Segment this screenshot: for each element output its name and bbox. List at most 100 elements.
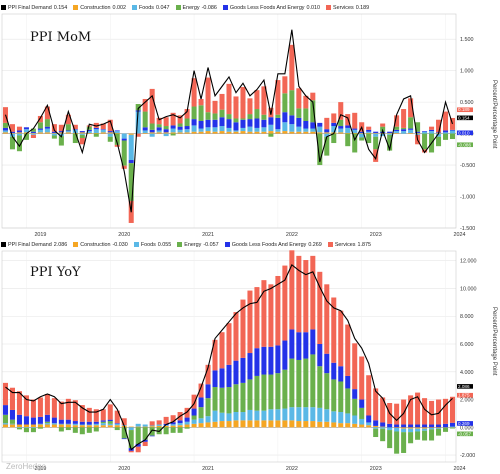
bar-energy — [44, 421, 50, 424]
bar-energy — [233, 118, 239, 123]
bar-goods — [184, 126, 190, 130]
bar-energy — [394, 431, 400, 454]
legend-value: 0.002 — [112, 4, 127, 11]
bar-services — [317, 271, 323, 345]
bar-construction — [303, 421, 309, 428]
bar-services — [240, 299, 246, 358]
bar-foods — [86, 424, 92, 426]
bar-energy — [30, 427, 36, 433]
bar-energy — [310, 354, 316, 408]
bar-construction — [198, 131, 204, 134]
bar-energy — [121, 140, 127, 166]
bar-energy — [93, 427, 99, 432]
bar-construction — [261, 420, 267, 428]
bar-services — [219, 332, 225, 369]
bar-foods — [233, 412, 239, 421]
y-tick-label: -0.500 — [460, 163, 475, 169]
bar-energy — [275, 373, 281, 410]
bar-goods — [142, 127, 148, 131]
x-tick-label: 2021 — [202, 466, 214, 472]
bar-construction — [100, 425, 106, 428]
bar-goods — [289, 115, 295, 125]
bar-construction — [289, 420, 295, 428]
bar-energy — [107, 136, 113, 142]
bar-energy — [317, 133, 323, 166]
bar-services — [142, 98, 148, 112]
bar-goods — [429, 424, 435, 428]
bar-foods — [331, 411, 337, 423]
bar-goods — [233, 122, 239, 131]
bar-energy — [135, 104, 141, 111]
bar-construction — [345, 132, 351, 134]
bar-construction — [415, 132, 421, 134]
bar-services — [191, 78, 197, 107]
bar-goods — [149, 435, 155, 437]
bar-construction — [65, 424, 71, 428]
bar-services — [226, 83, 232, 115]
bar-services — [415, 392, 421, 425]
ppi-line — [4, 29, 454, 213]
legend-name: Services — [333, 4, 354, 11]
bar-services — [191, 394, 197, 409]
bar-goods — [37, 416, 43, 424]
bar-goods — [449, 129, 456, 131]
bar-services — [449, 117, 456, 130]
bar-construction — [156, 132, 162, 134]
bar-construction — [415, 427, 421, 429]
bar-energy — [338, 119, 344, 127]
bar-energy — [16, 427, 22, 430]
bar-construction — [170, 132, 176, 134]
bar-construction — [394, 132, 400, 134]
bar-construction — [100, 132, 106, 134]
bar-foods — [436, 427, 442, 429]
bar-energy — [422, 133, 428, 150]
legend-value: 0.055 — [157, 241, 172, 248]
bar-goods — [93, 421, 99, 424]
bar-services — [37, 115, 43, 123]
bar-foods — [345, 413, 351, 424]
bar-goods — [51, 417, 57, 424]
bar-goods — [254, 118, 260, 128]
bar-services — [359, 356, 365, 400]
y-tick-label: 0.000 — [460, 425, 474, 431]
bar-construction — [191, 131, 197, 134]
bar-energy — [72, 133, 78, 144]
bar-energy — [30, 128, 36, 132]
bar-construction — [254, 131, 260, 134]
bar-goods — [415, 131, 421, 133]
bar-services — [170, 112, 176, 126]
legend-swatch — [1, 5, 6, 10]
yoy-title: PPI YoY — [30, 265, 81, 280]
bar-goods — [58, 419, 64, 424]
bar-construction — [79, 132, 85, 134]
ppi-line — [5, 264, 453, 451]
bar-energy — [261, 114, 267, 120]
bar-goods — [296, 332, 302, 360]
bar-goods — [345, 375, 351, 389]
bar-goods — [9, 409, 15, 420]
bar-energy — [58, 136, 64, 146]
bar-energy — [149, 123, 155, 130]
bar-services — [44, 393, 50, 415]
bar-goods — [219, 368, 225, 388]
bar-construction — [359, 132, 365, 134]
bar-services — [331, 113, 337, 123]
bar-construction — [184, 424, 190, 428]
last-value-text: -0.057 — [458, 431, 471, 436]
bar-services — [212, 339, 218, 371]
legend-name: Energy — [182, 4, 200, 11]
legend-value: 2.086 — [53, 241, 68, 248]
bar-services — [380, 123, 386, 127]
bar-foods — [366, 131, 372, 133]
bar-foods — [16, 133, 22, 136]
bar-energy — [212, 387, 218, 411]
bar-services — [261, 86, 267, 115]
bar-goods — [86, 129, 92, 132]
last-value-label: 0.189 — [457, 107, 473, 112]
bar-energy — [296, 108, 302, 118]
bar-goods — [268, 117, 274, 125]
bar-foods — [380, 427, 386, 429]
last-value-bg — [457, 142, 473, 148]
bar-construction — [394, 427, 400, 428]
bar-energy — [58, 427, 64, 432]
